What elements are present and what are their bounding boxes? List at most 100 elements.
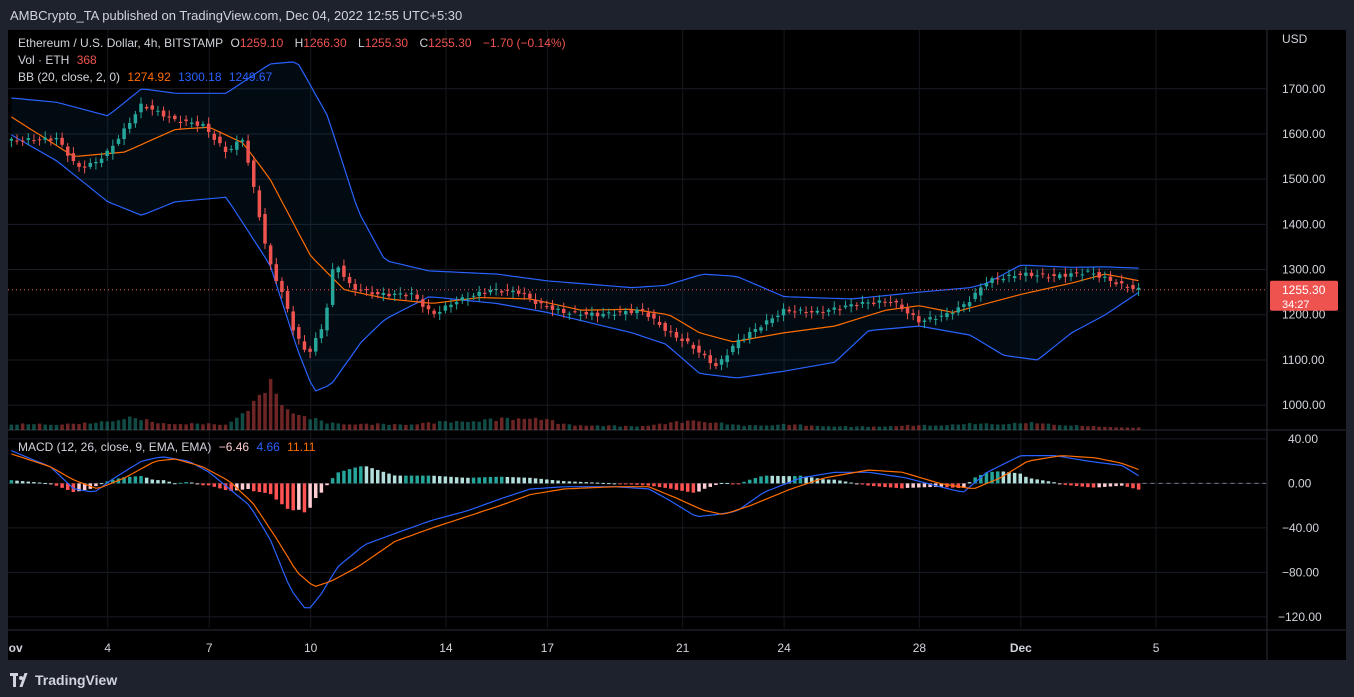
- macd-histogram-bar: [133, 476, 138, 484]
- publisher-line: AMBCrypto_TA published on TradingView.co…: [10, 8, 463, 23]
- time-axis-tick: Dec: [1010, 641, 1032, 655]
- legend-change: −1.70 (−0.14%): [482, 36, 566, 50]
- candle-body: [984, 283, 989, 287]
- volume-bar: [911, 425, 915, 430]
- volume-bar: [443, 421, 448, 430]
- macd-histogram-bar: [426, 475, 431, 484]
- candle-body: [539, 301, 543, 304]
- candle-body: [398, 293, 403, 295]
- volume-bar: [669, 422, 673, 430]
- candle-body: [612, 314, 617, 316]
- volume-bar: [122, 419, 126, 430]
- candle-body: [809, 311, 814, 313]
- volume-bar: [460, 421, 465, 430]
- macd-histogram-bar: [1080, 483, 1085, 487]
- candle-body: [274, 264, 279, 281]
- volume-bar: [353, 424, 357, 430]
- macd-legend-line: 4.66: [256, 440, 280, 454]
- macd-histogram-bar: [37, 482, 42, 484]
- macd-axis-tick: −40.00: [1282, 521, 1319, 535]
- candle-body: [742, 338, 746, 340]
- volume-bar: [359, 423, 363, 430]
- macd-histogram-bar: [347, 469, 352, 484]
- macd-histogram-bar: [967, 482, 972, 484]
- volume-bar: [646, 425, 651, 430]
- candle-body: [731, 345, 735, 353]
- candle-body: [950, 313, 955, 315]
- macd-histogram-bar: [1012, 472, 1017, 484]
- macd-histogram-bar: [313, 483, 318, 498]
- volume-bar: [127, 416, 132, 430]
- last-price-tag[interactable]: [1270, 280, 1338, 311]
- candle-body: [685, 338, 690, 342]
- volume-bar: [139, 420, 143, 430]
- macd-histogram-bar: [736, 483, 741, 485]
- candle-body: [1136, 287, 1141, 290]
- macd-histogram-bar: [9, 480, 14, 484]
- volume-bar: [567, 424, 572, 430]
- volume-bar: [1052, 424, 1056, 430]
- candle-body: [105, 150, 109, 157]
- candle-body: [1001, 278, 1006, 281]
- candle-body: [370, 292, 374, 295]
- candle-body: [246, 140, 250, 163]
- candle-body: [9, 138, 14, 141]
- price-chart[interactable]: USD 1700.00 1600.00 1500.00 1400.00 1300.00 12…: [8, 30, 1346, 660]
- volume-bar: [184, 424, 188, 430]
- tradingview-logo[interactable]: TradingView: [10, 672, 117, 688]
- macd-histogram-bar: [747, 479, 752, 484]
- candle-body: [483, 292, 487, 294]
- volume-bar: [212, 424, 217, 430]
- volume-bar: [866, 426, 870, 430]
- volume-bar: [990, 424, 994, 430]
- macd-histogram-bar: [1024, 476, 1028, 484]
- macd-histogram-bar: [905, 483, 910, 488]
- macd-histogram-bar: [488, 477, 493, 484]
- candle-body: [922, 320, 927, 322]
- candle-body: [466, 298, 470, 300]
- volume-bar: [1018, 423, 1023, 430]
- candle-body: [900, 304, 904, 310]
- macd-histogram-bar: [1035, 479, 1039, 484]
- chart-frame[interactable]: USD 1700.00 1600.00 1500.00 1400.00 1300.00 12…: [8, 30, 1346, 660]
- macd-histogram-bar: [32, 482, 36, 484]
- macd-histogram-bar: [235, 483, 239, 491]
- volume-bar: [522, 418, 527, 430]
- volume-bar: [545, 419, 549, 430]
- volume-bar: [9, 424, 14, 430]
- candle-body: [60, 137, 64, 145]
- macd-histogram-bar: [111, 479, 115, 484]
- candle-body: [657, 321, 662, 326]
- legend-h-label: H: [294, 36, 304, 50]
- macd-histogram-bar: [888, 483, 893, 488]
- bb-legend-basis: 1274.92: [127, 70, 171, 84]
- volume-bar: [967, 423, 972, 430]
- candle-body: [759, 327, 763, 331]
- candle-body: [432, 310, 436, 314]
- macd-histogram-bar: [20, 481, 25, 484]
- time-axis-tick: 17: [541, 641, 555, 655]
- candle-body: [20, 140, 25, 142]
- volume-bar: [871, 426, 876, 430]
- volume-bar: [928, 425, 932, 430]
- macd-histogram-bar: [922, 483, 927, 488]
- volume-bar: [1131, 427, 1135, 430]
- macd-histogram-bar: [1091, 483, 1096, 488]
- volume-bar: [584, 425, 589, 430]
- candle-body: [1080, 274, 1085, 276]
- macd-histogram-bar: [607, 483, 611, 485]
- volume-bar: [809, 425, 814, 430]
- macd-histogram-bar: [578, 481, 583, 484]
- price-axis-tick: 1500.00: [1282, 172, 1326, 186]
- candle-body: [736, 339, 741, 349]
- volume-bar: [691, 420, 696, 430]
- macd-histogram-bar: [646, 483, 651, 486]
- volume-bar: [421, 422, 425, 430]
- volume-bar: [274, 393, 279, 430]
- volume-bar: [105, 421, 109, 430]
- macd-histogram-bar: [1041, 480, 1045, 484]
- volume-bar: [173, 424, 177, 430]
- volume-bar: [263, 392, 267, 430]
- macd-histogram-bar: [342, 470, 346, 484]
- candle-body: [843, 305, 848, 308]
